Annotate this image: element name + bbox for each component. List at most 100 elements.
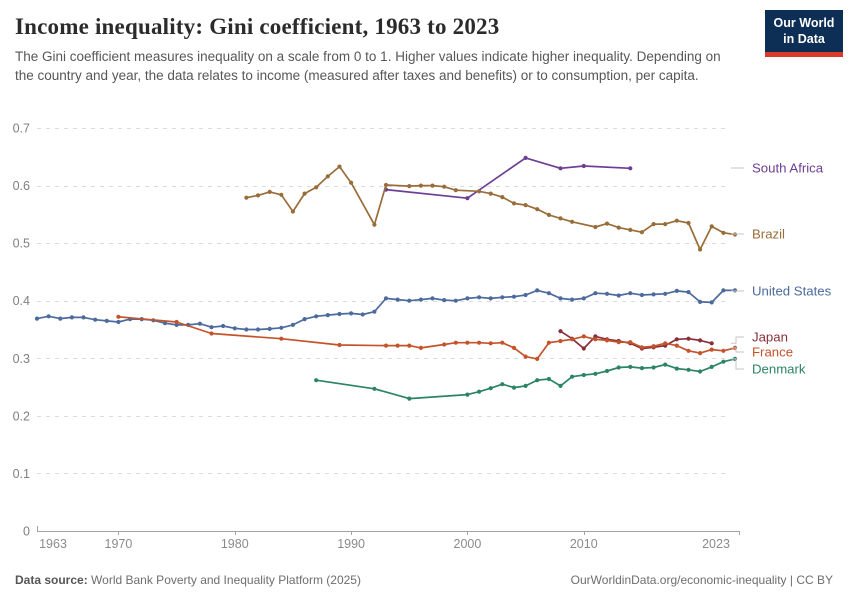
- data-point: [663, 341, 668, 346]
- data-point: [639, 230, 645, 235]
- owid-logo[interactable]: Our World in Data: [765, 10, 843, 58]
- data-point: [407, 343, 412, 348]
- legend-label-japan[interactable]: Japan: [752, 330, 788, 345]
- data-point: [581, 334, 586, 339]
- x-tick-label: 1970: [105, 537, 133, 551]
- legend-connector-france: [731, 347, 744, 353]
- data-point: [465, 392, 470, 397]
- series-line-brazil: [245, 165, 736, 251]
- data-point: [663, 291, 668, 296]
- data-point: [721, 348, 726, 353]
- data-point: [279, 325, 284, 330]
- chart-subtitle: The Gini coefficient measures inequality…: [15, 49, 721, 84]
- series-line-south-africa: [385, 157, 632, 200]
- data-point: [721, 230, 726, 235]
- legend-connector-japan: [731, 336, 744, 344]
- data-point: [663, 362, 668, 367]
- data-point: [674, 337, 679, 342]
- data-point: [442, 298, 447, 303]
- y-tick-label: 0.3: [13, 352, 30, 366]
- data-point: [581, 296, 586, 301]
- data-point: [686, 220, 691, 226]
- data-point: [698, 299, 703, 304]
- data-point: [546, 212, 552, 217]
- data-point: [418, 297, 423, 302]
- data-point: [255, 327, 261, 332]
- data-point: [465, 296, 470, 301]
- data-point: [488, 341, 493, 346]
- x-tick-label: 2010: [570, 537, 598, 551]
- data-point: [523, 155, 528, 160]
- series-france: [116, 314, 738, 361]
- data-point: [418, 345, 423, 350]
- legend-connector-denmark: [731, 358, 744, 370]
- data-point: [383, 343, 389, 348]
- data-point: [325, 313, 330, 318]
- data-point: [558, 216, 563, 221]
- attribution-link[interactable]: OurWorldinData.org/economic-inequality |…: [570, 573, 833, 587]
- data-point: [500, 382, 505, 387]
- legend-label-south-africa[interactable]: South Africa: [752, 161, 824, 176]
- series-denmark: [314, 356, 738, 401]
- legend-label-united-states[interactable]: United States: [752, 284, 832, 299]
- data-point: [349, 311, 354, 316]
- data-point: [465, 196, 470, 201]
- data-point: [616, 365, 621, 370]
- data-point: [535, 288, 540, 293]
- series-line-united-states: [36, 289, 736, 331]
- data-point: [34, 316, 40, 321]
- data-point: [500, 195, 505, 200]
- data-point: [128, 317, 133, 322]
- data-point: [290, 209, 295, 214]
- data-point: [477, 389, 482, 394]
- data-point: [570, 297, 575, 302]
- data-point: [570, 337, 575, 342]
- data-point: [604, 221, 610, 226]
- data-point: [523, 292, 528, 298]
- data-point: [616, 225, 621, 230]
- data-point: [186, 322, 191, 327]
- data-point: [604, 291, 610, 296]
- data-point: [639, 292, 645, 298]
- data-point: [372, 309, 377, 314]
- series-united-states: [34, 288, 738, 332]
- data-point: [663, 222, 668, 227]
- data-point: [453, 340, 458, 345]
- data-point: [477, 189, 482, 194]
- data-point: [430, 183, 435, 188]
- data-point: [116, 314, 121, 319]
- data-source-value: World Bank Poverty and Inequality Platfo…: [91, 573, 361, 587]
- data-point: [604, 368, 610, 374]
- data-point: [628, 166, 633, 171]
- data-point: [116, 319, 121, 325]
- owid-logo-line1: Our World: [773, 16, 835, 30]
- data-point: [581, 372, 586, 378]
- data-point: [593, 334, 598, 339]
- data-point: [453, 298, 458, 303]
- data-point: [698, 351, 703, 356]
- data-point: [442, 184, 447, 189]
- data-point: [709, 347, 714, 352]
- data-point: [628, 227, 633, 232]
- data-point: [686, 348, 691, 353]
- y-tick-label: 0: [23, 525, 30, 539]
- data-point: [686, 336, 691, 341]
- data-point: [407, 184, 412, 189]
- data-point: [709, 300, 714, 305]
- series-line-denmark: [315, 358, 736, 400]
- data-point: [69, 315, 74, 320]
- legend-label-france[interactable]: France: [752, 345, 793, 360]
- data-point: [383, 182, 389, 188]
- data-point: [721, 288, 726, 293]
- data-point: [698, 369, 703, 374]
- legend-label-denmark[interactable]: Denmark: [752, 362, 806, 377]
- legend-label-brazil[interactable]: Brazil: [752, 227, 785, 242]
- data-point: [628, 364, 633, 369]
- y-tick-label: 0.7: [13, 122, 30, 136]
- data-point: [453, 188, 458, 193]
- data-point: [500, 340, 505, 345]
- data-point: [686, 290, 691, 295]
- data-point: [349, 180, 354, 185]
- legend: South Africa Brazil United States JapanFran…: [731, 161, 832, 377]
- data-point: [209, 325, 214, 330]
